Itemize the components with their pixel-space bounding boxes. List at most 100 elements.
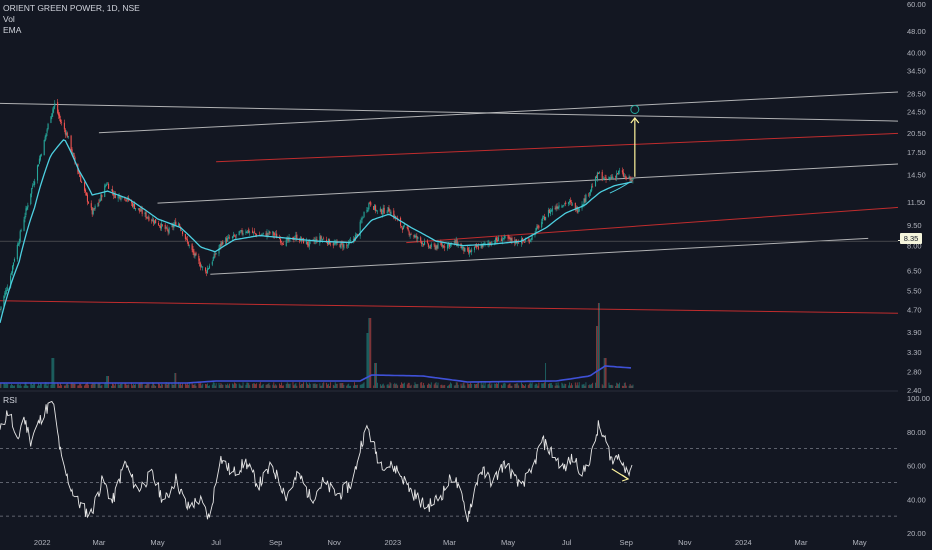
volume-bar: [113, 385, 115, 388]
candle-body: [475, 245, 477, 248]
candle-body: [33, 184, 35, 185]
volume-bar: [286, 382, 288, 388]
symbol-title[interactable]: ORIENT GREEN POWER, 1D, NSE: [3, 3, 140, 13]
volume-bar: [20, 385, 22, 388]
time-axis-label: Jul: [562, 538, 572, 547]
rsi-legend-label[interactable]: RSI: [3, 395, 18, 405]
candle-body: [206, 268, 209, 273]
volume-bar: [211, 384, 213, 388]
red-trendline[interactable]: [0, 300, 899, 314]
candle-body: [114, 193, 116, 199]
candle-body: [261, 234, 263, 235]
trendline[interactable]: [98, 91, 899, 134]
candle-body: [188, 245, 190, 246]
volume-bar: [630, 385, 632, 388]
candle-body: [213, 253, 215, 259]
volume-bar: [537, 385, 539, 388]
volume-legend-label[interactable]: Vol: [3, 14, 15, 24]
candle-body: [199, 261, 201, 267]
candle-body: [550, 210, 552, 212]
candle-body: [571, 203, 574, 205]
volume-bar: [574, 382, 576, 388]
time-axis-label: Nov: [328, 538, 342, 547]
ema-legend-label[interactable]: EMA: [3, 25, 22, 35]
volume-bar: [255, 384, 256, 388]
volume-bar: [416, 384, 418, 388]
candle-body: [211, 261, 213, 265]
candle-body: [529, 239, 531, 242]
volume-bar: [328, 383, 329, 388]
candle-body: [252, 230, 254, 233]
candle-body: [352, 238, 355, 240]
candle-body: [133, 203, 136, 209]
time-axis-label: Nov: [678, 538, 692, 547]
candle-body: [469, 250, 471, 254]
candle-body: [47, 123, 49, 130]
candle-body: [185, 238, 187, 239]
candle-body: [31, 188, 33, 194]
candle-body: [106, 184, 108, 186]
candle-body: [416, 236, 418, 239]
candle-body: [497, 237, 500, 241]
volume-bar: [81, 385, 83, 388]
volume-bar: [99, 383, 101, 388]
red-trendline[interactable]: [406, 206, 899, 244]
candle-body: [585, 194, 587, 203]
candle-body: [241, 229, 243, 234]
price-axis-label: 2.40: [907, 386, 922, 395]
candle-body: [228, 236, 230, 238]
volume-bar: [0, 383, 2, 388]
volume-bar: [577, 385, 579, 388]
volume-bar: [168, 382, 170, 388]
candle-body: [30, 193, 32, 205]
candle-body: [37, 164, 40, 167]
volume-bar: [87, 384, 89, 388]
candle-body: [273, 232, 275, 236]
volume-bar: [181, 385, 183, 388]
volume-bar: [427, 383, 429, 388]
candle-body: [101, 195, 103, 198]
candle-body: [406, 226, 408, 229]
volume-bar: [616, 382, 618, 388]
candle-body: [340, 242, 342, 249]
candle-body: [285, 239, 287, 246]
candle-body: [92, 208, 94, 215]
candle-body: [523, 242, 525, 243]
volume-bar: [395, 384, 397, 388]
candle-body: [380, 209, 382, 214]
volume-bar: [207, 383, 208, 388]
volume-bar: [301, 383, 303, 388]
price-axis-label: 11.50: [907, 198, 925, 207]
volume-bar: [484, 382, 486, 388]
candle-body: [604, 177, 606, 178]
candle-body: [215, 253, 217, 255]
candle-body: [178, 223, 180, 227]
trendline[interactable]: [210, 237, 869, 275]
volume-bar: [84, 385, 86, 388]
price-curve-arrow[interactable]: [609, 181, 631, 194]
candle-body: [421, 241, 423, 245]
candle-body: [125, 199, 127, 201]
candle-body: [410, 233, 412, 235]
red-trendline[interactable]: [216, 132, 899, 163]
candle-body: [509, 236, 511, 240]
candle-body: [335, 241, 337, 244]
volume-bar: [609, 384, 611, 388]
candle-body: [615, 176, 617, 178]
volume-bar: [101, 385, 103, 388]
candle-body: [354, 234, 356, 241]
candle-body: [407, 228, 409, 231]
candle-body: [139, 210, 141, 212]
trendline[interactable]: [0, 102, 899, 122]
volume-bar: [179, 384, 181, 388]
volume-bar: [417, 383, 419, 388]
candle-body: [242, 233, 244, 235]
trendline[interactable]: [157, 163, 899, 204]
volume-bar: [201, 385, 203, 388]
volume-bar: [605, 358, 607, 388]
candle-body: [424, 241, 426, 245]
candle-body: [323, 238, 325, 240]
target-circle[interactable]: [630, 104, 640, 114]
